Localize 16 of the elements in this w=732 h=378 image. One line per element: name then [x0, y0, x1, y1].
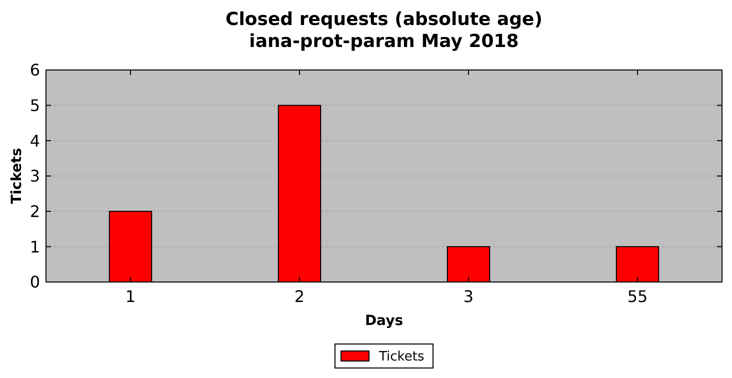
y-tick-label: 6 — [30, 60, 40, 80]
y-tick-label: 1 — [30, 237, 40, 256]
x-tick-label: 55 — [627, 287, 648, 306]
y-axis-title: Tickets — [9, 148, 25, 204]
y-tick-label: 3 — [30, 166, 40, 186]
y-tick-label: 2 — [30, 202, 40, 221]
chart-subtitle: iana-prot-param May 2018 — [249, 31, 519, 52]
chart-title: Closed requests (absolute age) — [226, 9, 542, 30]
legend-label: Tickets — [378, 350, 424, 365]
x-axis-title: Days — [364, 313, 404, 329]
y-tick-label: 0 — [30, 272, 40, 292]
x-tick-label: 2 — [294, 287, 305, 306]
y-tick-label: 4 — [30, 131, 40, 150]
y-tick-label: 5 — [30, 96, 40, 115]
x-tick-label: 3 — [463, 287, 474, 306]
x-tick-label: 1 — [125, 287, 136, 306]
